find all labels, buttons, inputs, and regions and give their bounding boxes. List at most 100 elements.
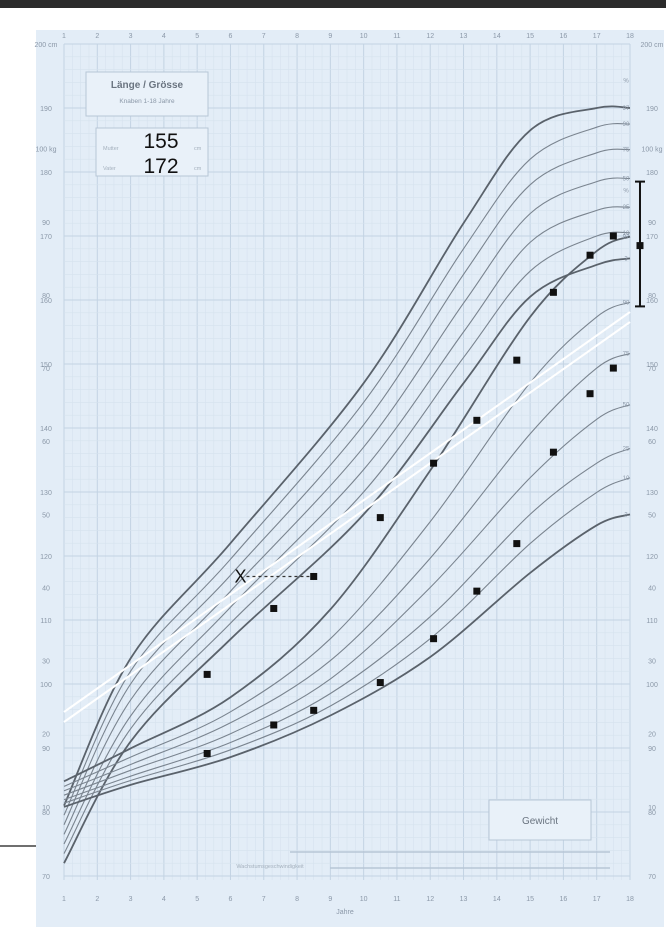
weight-percentile-label: 3 <box>624 512 628 518</box>
height-percentile-label: 90 <box>623 122 630 128</box>
height-tick-left: 160 <box>40 298 52 305</box>
diagonal-band <box>63 311 631 723</box>
height-tick-left: 80 <box>42 810 50 817</box>
target-height-range <box>634 180 645 308</box>
height-tick-left: 190 <box>40 106 52 113</box>
height-point <box>376 514 384 522</box>
weight-box-label: Gewicht <box>522 816 558 827</box>
weight-percentile-label: 97 <box>623 234 630 240</box>
diagonal-line-a <box>63 311 631 713</box>
weight-tick-left: 90 <box>42 220 50 227</box>
side-marker-line <box>0 845 38 847</box>
weight-tick-right: 30 <box>648 659 656 666</box>
weight-percentile-curves: % 97 90 75 50 25 10 3 <box>63 189 631 808</box>
x-tick-top: 14 <box>493 33 501 40</box>
weight-point <box>586 390 594 398</box>
top-border-bar <box>0 0 666 8</box>
weight-point <box>430 635 438 643</box>
height-tick-right: 110 <box>646 618 657 625</box>
x-tick-bottom: 12 <box>426 896 434 903</box>
weight-percentile-label: 90 <box>623 300 630 306</box>
x-tick-bottom: 11 <box>393 896 400 903</box>
chart-subtitle: Knaben 1-18 Jahre <box>119 98 175 105</box>
weight-curve-p50 <box>63 404 631 796</box>
father-label: Vater <box>103 166 116 172</box>
height-percentile-label: 97 <box>623 106 630 112</box>
height-percentile-label: % <box>623 78 629 84</box>
projection-x-marker: X <box>234 566 246 586</box>
weight-percentile-label: 50 <box>623 403 630 409</box>
lower-legend-label: Wachstumsgeschwindigkeit <box>236 864 304 870</box>
mother-height-unit: cm <box>194 146 202 152</box>
height-tick-right: 120 <box>646 554 658 561</box>
weight-tick-right: 10 <box>648 805 656 812</box>
height-measurements <box>203 232 617 678</box>
height-tick-left: 120 <box>40 554 52 561</box>
height-tick-right: 100 <box>646 682 658 689</box>
weight-tick-left: 30 <box>42 659 50 666</box>
x-tick-bottom: 9 <box>328 896 332 903</box>
weight-label-box: Gewicht <box>488 799 592 841</box>
x-axis-label: Jahre <box>336 909 354 916</box>
weight-measurements <box>203 364 617 757</box>
mother-height-value: 155 <box>143 130 178 153</box>
x-tick-top: 3 <box>129 33 133 40</box>
height-percentile-label: 3 <box>624 256 628 262</box>
height-percentile-label: 10 <box>623 231 630 237</box>
height-point <box>549 288 557 296</box>
x-tick-top: 8 <box>295 33 299 40</box>
height-percentile-label: 75 <box>623 148 630 154</box>
x-tick-bottom: 8 <box>295 896 299 903</box>
x-tick-top: 2 <box>95 33 99 40</box>
height-tick-right: 170 <box>646 234 658 241</box>
height-curve-p97 <box>63 105 631 806</box>
height-curve-p3 <box>63 257 631 864</box>
weight-point <box>513 540 521 548</box>
weight-point <box>473 587 481 595</box>
x-tick-top: 4 <box>162 33 166 40</box>
weight-point <box>549 448 557 456</box>
weight-tick-left: 100 kg <box>35 147 56 154</box>
height-tick-right: 140 <box>646 426 658 433</box>
x-tick-bottom: 1 <box>62 896 66 903</box>
height-point <box>310 572 318 580</box>
weight-tick-right: 70 <box>648 366 656 373</box>
x-tick-bottom: 17 <box>593 896 601 903</box>
height-tick-right: 200 cm <box>641 42 664 49</box>
x-tick-bottom: 10 <box>360 896 368 903</box>
weight-tick-right: 60 <box>648 439 656 446</box>
height-percentile-label: 50 <box>623 176 630 182</box>
weight-point <box>203 749 211 757</box>
height-point <box>473 416 481 424</box>
weight-tick-right: 40 <box>648 585 656 592</box>
height-tick-left: 130 <box>40 490 52 497</box>
weight-percentile-label: 75 <box>623 351 630 357</box>
weight-tick-left: 50 <box>42 512 50 519</box>
weight-tick-right: 20 <box>648 732 656 739</box>
weight-tick-left: 80 <box>42 293 50 300</box>
height-tick-left: 90 <box>42 746 50 753</box>
x-tick-top: 1 <box>62 33 66 40</box>
x-tick-bottom: 5 <box>195 896 199 903</box>
x-tick-bottom: 14 <box>493 896 501 903</box>
height-curve-p25 <box>63 206 631 845</box>
x-tick-bottom: 3 <box>129 896 133 903</box>
weight-tick-left: 20 <box>42 732 50 739</box>
height-curve-p90 <box>63 123 631 816</box>
height-point <box>513 356 521 364</box>
height-tick-left: 150 <box>40 362 52 369</box>
x-tick-top: 13 <box>460 33 468 40</box>
height-tick-right: 160 <box>646 298 658 305</box>
chart-title: Länge / Grösse <box>111 80 184 91</box>
x-tick-bottom: 2 <box>95 896 99 903</box>
diagonal-line-b <box>63 321 631 723</box>
height-tick-left: 70 <box>42 874 50 881</box>
weight-point <box>376 679 384 687</box>
weight-percentile-label: % <box>623 189 629 195</box>
height-curve-p75 <box>63 148 631 826</box>
x-tick-top: 11 <box>393 33 400 40</box>
weight-tick-left: 60 <box>42 439 50 446</box>
weight-percentile-label: 10 <box>623 476 630 482</box>
weight-tick-left: 40 <box>42 585 50 592</box>
